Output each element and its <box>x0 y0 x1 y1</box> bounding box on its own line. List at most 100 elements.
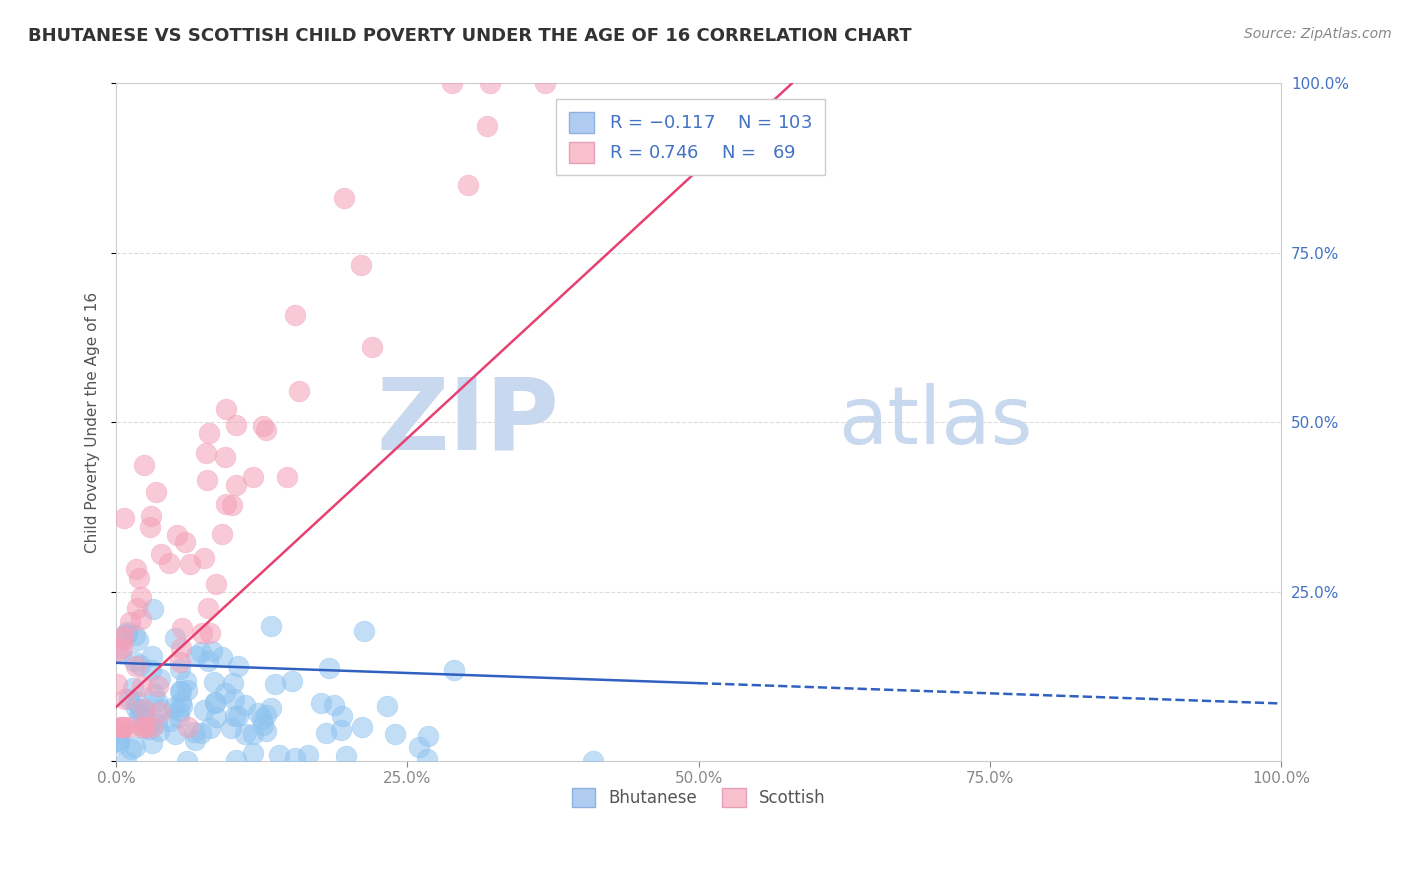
Point <box>205 577 228 591</box>
Point <box>166 528 188 542</box>
Point <box>184 649 207 664</box>
Point <box>242 470 264 484</box>
Point <box>475 119 498 133</box>
Point <box>201 644 224 658</box>
Point <box>131 720 153 734</box>
Point <box>125 659 148 673</box>
Point <box>276 470 298 484</box>
Point <box>134 706 156 720</box>
Point <box>111 720 134 734</box>
Point <box>139 519 162 533</box>
Point <box>169 683 191 698</box>
Point <box>197 601 219 615</box>
Point <box>169 655 191 669</box>
Text: BHUTANESE VS SCOTTISH CHILD POVERTY UNDER THE AGE OF 16 CORRELATION CHART: BHUTANESE VS SCOTTISH CHILD POVERTY UNDE… <box>28 27 911 45</box>
Point <box>118 720 141 734</box>
Point <box>204 695 226 709</box>
Point <box>215 497 238 511</box>
Point <box>124 627 146 641</box>
Point <box>122 654 145 668</box>
Point <box>360 340 382 354</box>
Point <box>252 419 274 434</box>
Point <box>315 725 337 739</box>
Point <box>533 77 555 91</box>
Point <box>174 673 197 688</box>
Point <box>193 551 215 566</box>
Point <box>110 646 132 660</box>
Point <box>114 692 136 706</box>
Point <box>198 425 221 440</box>
Point <box>384 727 406 741</box>
Point <box>125 695 148 709</box>
Point <box>197 655 219 669</box>
Point <box>225 478 247 492</box>
Point <box>330 708 353 723</box>
Point <box>254 423 277 437</box>
Point <box>128 571 150 585</box>
Point <box>221 721 243 735</box>
Point <box>416 729 439 743</box>
Point <box>226 709 249 723</box>
Point <box>247 706 270 721</box>
Point <box>134 720 156 734</box>
Point <box>107 733 129 747</box>
Point <box>416 752 439 766</box>
Point <box>190 645 212 659</box>
Point <box>131 708 153 723</box>
Point <box>214 686 236 700</box>
Point <box>122 681 145 695</box>
Point <box>111 720 134 734</box>
Point <box>190 726 212 740</box>
Point <box>149 547 172 561</box>
Point <box>141 736 163 750</box>
Point <box>170 621 193 635</box>
Point <box>318 661 340 675</box>
Point <box>159 714 181 728</box>
Point <box>281 673 304 688</box>
Point <box>149 672 172 686</box>
Point <box>194 446 217 460</box>
Point <box>129 702 152 716</box>
Point <box>165 727 187 741</box>
Point <box>443 663 465 677</box>
Text: Source: ZipAtlas.com: Source: ZipAtlas.com <box>1244 27 1392 41</box>
Point <box>269 747 291 762</box>
Point <box>284 750 307 764</box>
Point <box>170 640 193 655</box>
Point <box>215 402 238 417</box>
Point <box>124 740 146 755</box>
Point <box>225 417 247 432</box>
Y-axis label: Child Poverty Under the Age of 16: Child Poverty Under the Age of 16 <box>86 292 100 553</box>
Point <box>224 708 246 723</box>
Point <box>115 625 138 640</box>
Point <box>118 615 141 630</box>
Point <box>176 682 198 697</box>
Point <box>115 626 138 640</box>
Point <box>260 700 283 714</box>
Point <box>134 720 156 734</box>
Point <box>125 600 148 615</box>
Point <box>127 632 149 647</box>
Point <box>169 704 191 718</box>
Point <box>242 746 264 760</box>
Point <box>105 677 128 691</box>
Point <box>350 259 373 273</box>
Point <box>157 556 180 570</box>
Point <box>350 720 373 734</box>
Point <box>148 723 170 738</box>
Point <box>139 508 162 523</box>
Point <box>138 722 160 736</box>
Point <box>478 77 501 91</box>
Text: ZIP: ZIP <box>375 374 560 471</box>
Point <box>124 562 146 576</box>
Point <box>252 718 274 732</box>
Point <box>149 705 172 719</box>
Point <box>242 726 264 740</box>
Point <box>141 720 163 734</box>
Point <box>145 716 167 731</box>
Point <box>108 736 131 750</box>
Point <box>260 619 283 633</box>
Point <box>408 740 430 755</box>
Point <box>132 721 155 735</box>
Point <box>114 754 136 768</box>
